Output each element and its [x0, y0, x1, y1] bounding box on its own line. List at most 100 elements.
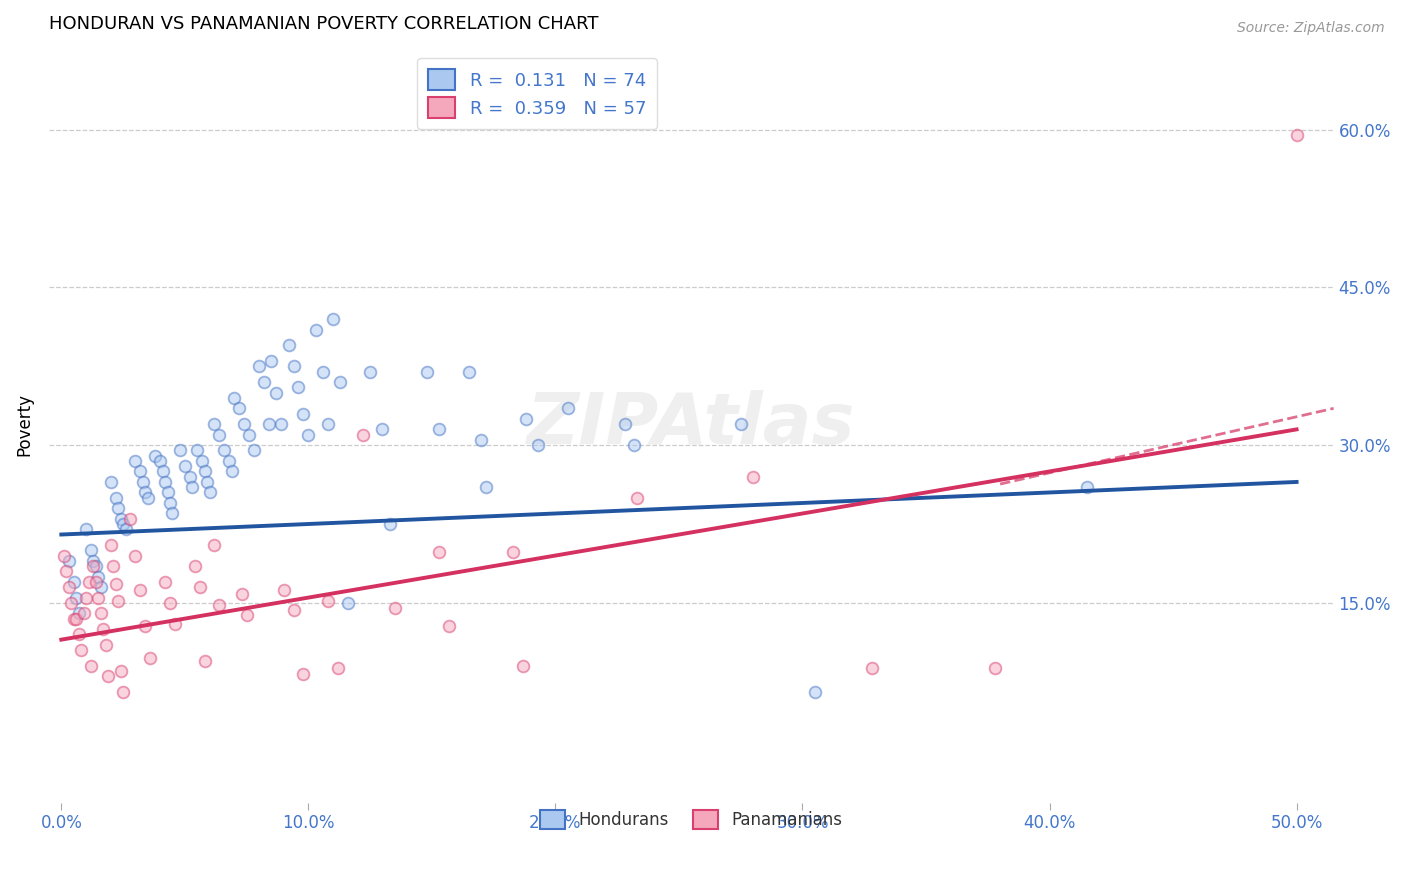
Point — [221, 465, 243, 479]
Text: ZIPAtlas: ZIPAtlas — [527, 390, 856, 458]
Point — [231, 587, 253, 601]
Point — [527, 438, 550, 452]
Point — [860, 661, 883, 675]
Point — [149, 454, 172, 468]
Point — [87, 591, 110, 605]
Point — [228, 401, 250, 416]
Point — [277, 338, 299, 352]
Point — [112, 685, 135, 699]
Point — [378, 516, 401, 531]
Point — [132, 475, 155, 489]
Point — [260, 354, 283, 368]
Point — [730, 417, 752, 431]
Point — [120, 512, 142, 526]
Point — [984, 661, 1007, 675]
Point — [253, 375, 276, 389]
Point — [427, 422, 450, 436]
Text: Source: ZipAtlas.com: Source: ZipAtlas.com — [1237, 21, 1385, 35]
Point — [114, 522, 136, 536]
Point — [292, 407, 315, 421]
Point — [103, 559, 125, 574]
Point — [129, 583, 152, 598]
Point — [475, 480, 498, 494]
Point — [134, 619, 156, 633]
Point — [352, 427, 374, 442]
Point — [80, 659, 103, 673]
Point — [238, 427, 260, 442]
Point — [1076, 480, 1098, 494]
Point — [243, 443, 266, 458]
Point — [136, 491, 159, 505]
Point — [613, 417, 636, 431]
Point — [1285, 128, 1308, 142]
Point — [188, 580, 211, 594]
Point — [100, 475, 122, 489]
Point — [305, 322, 328, 336]
Point — [204, 417, 226, 431]
Point — [159, 596, 181, 610]
Point — [470, 433, 492, 447]
Point — [80, 543, 103, 558]
Point — [204, 538, 226, 552]
Point — [124, 549, 146, 563]
Point — [371, 422, 394, 436]
Point — [97, 669, 120, 683]
Point — [153, 574, 176, 589]
Point — [87, 569, 110, 583]
Point — [65, 591, 87, 605]
Point — [247, 359, 270, 374]
Point — [65, 612, 87, 626]
Point — [100, 538, 122, 552]
Point — [181, 480, 204, 494]
Point — [191, 454, 214, 468]
Point — [623, 438, 645, 452]
Point — [194, 654, 217, 668]
Point — [557, 401, 579, 416]
Point — [159, 496, 181, 510]
Point — [322, 312, 344, 326]
Point — [264, 385, 287, 400]
Point — [67, 607, 90, 621]
Point — [52, 549, 75, 563]
Point — [297, 427, 319, 442]
Point — [169, 443, 191, 458]
Point — [91, 622, 114, 636]
Point — [626, 491, 648, 505]
Point — [198, 485, 221, 500]
Point — [107, 501, 129, 516]
Point — [292, 667, 315, 681]
Point — [104, 577, 127, 591]
Point — [110, 512, 132, 526]
Point — [208, 427, 231, 442]
Point — [94, 638, 117, 652]
Point — [184, 559, 207, 574]
Point — [77, 574, 100, 589]
Point — [84, 559, 107, 574]
Point — [208, 598, 231, 612]
Point — [186, 443, 208, 458]
Point — [270, 417, 292, 431]
Point — [512, 659, 534, 673]
Point — [162, 507, 184, 521]
Point — [75, 522, 97, 536]
Point — [134, 485, 156, 500]
Point — [84, 574, 107, 589]
Point — [458, 365, 481, 379]
Point — [60, 596, 83, 610]
Point — [104, 491, 127, 505]
Point — [82, 554, 104, 568]
Point — [152, 465, 174, 479]
Point — [67, 627, 90, 641]
Point — [90, 607, 112, 621]
Point — [194, 465, 217, 479]
Y-axis label: Poverty: Poverty — [15, 392, 32, 456]
Point — [273, 583, 295, 598]
Point — [384, 601, 406, 615]
Text: HONDURAN VS PANAMANIAN POVERTY CORRELATION CHART: HONDURAN VS PANAMANIAN POVERTY CORRELATI… — [49, 15, 599, 33]
Point — [58, 554, 80, 568]
Point — [112, 516, 135, 531]
Point — [283, 603, 305, 617]
Point — [257, 417, 280, 431]
Point — [502, 545, 524, 559]
Point — [235, 608, 257, 623]
